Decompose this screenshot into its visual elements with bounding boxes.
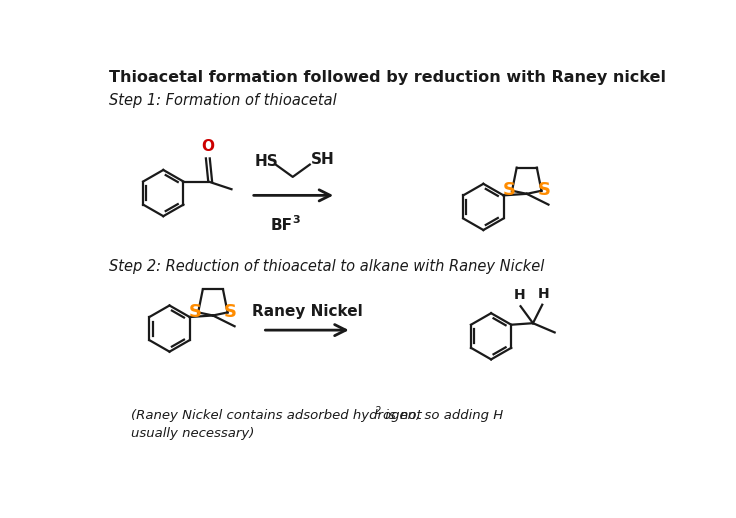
Text: H: H [538, 287, 550, 301]
Text: Step 2: Reduction of thioacetal to alkane with Raney Nickel: Step 2: Reduction of thioacetal to alkan… [109, 260, 545, 274]
Text: 2: 2 [375, 406, 381, 416]
Text: Thioacetal formation followed by reduction with Raney nickel: Thioacetal formation followed by reducti… [109, 70, 666, 85]
Text: (Raney Nickel contains adsorbed hydrogen, so adding H: (Raney Nickel contains adsorbed hydrogen… [131, 409, 503, 422]
Text: usually necessary): usually necessary) [131, 427, 254, 440]
Text: SH: SH [311, 152, 335, 167]
Text: is not: is not [381, 409, 422, 422]
Text: O: O [201, 139, 214, 154]
Text: S: S [503, 181, 515, 199]
Text: HS: HS [255, 154, 278, 169]
Text: H: H [514, 289, 526, 303]
Text: Raney Nickel: Raney Nickel [252, 305, 362, 319]
Text: BF: BF [270, 219, 292, 234]
Text: S: S [538, 181, 551, 199]
Text: Step 1: Formation of thioacetal: Step 1: Formation of thioacetal [109, 93, 337, 108]
Text: 3: 3 [292, 215, 300, 225]
Text: S: S [224, 303, 237, 321]
Text: S: S [188, 303, 202, 321]
